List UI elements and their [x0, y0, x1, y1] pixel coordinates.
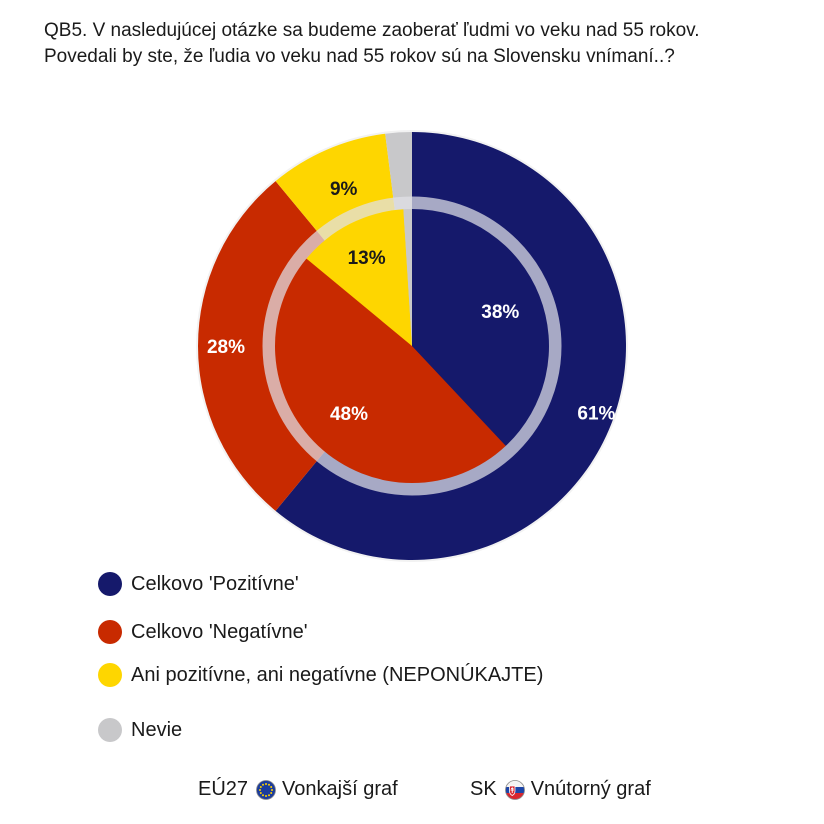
chart-footer: EÚ27 Vonkajší graf SK Vnútorný graf [0, 778, 824, 812]
legend-label-dont-know: Nevie [131, 718, 183, 741]
legend-label-positive: Celkovo 'Pozitívne' [131, 572, 299, 595]
outer-label-neutral: 9% [330, 179, 358, 200]
eu-star [271, 788, 274, 791]
inner-slice-neutral [306, 209, 412, 346]
outer-label-positive: 61% [577, 403, 615, 424]
inner-slice-positive [412, 209, 549, 446]
inner-ring-border [262, 196, 562, 496]
eu-star [262, 793, 265, 796]
inner-slice-negative [274, 258, 506, 484]
legend-item-negative: Celkovo 'Negatívne' [98, 620, 308, 644]
eu-star [265, 794, 268, 797]
eu-star [265, 782, 268, 785]
eu-flag-icon [256, 779, 276, 800]
legend-item-positive: Celkovo 'Pozitívne' [98, 572, 299, 596]
eu-star [259, 791, 262, 794]
footer-outer-key: EÚ27 Vonkajší graf [198, 778, 398, 801]
eu-star [270, 791, 273, 794]
eu-star [262, 783, 265, 786]
title-line-1: QB5. V nasledujúcej otázke sa budeme zao… [44, 20, 700, 41]
footer-inner-code: SK [470, 778, 497, 800]
inner-label-neutral: 13% [348, 248, 386, 269]
outer-label-negative: 28% [207, 337, 245, 358]
sk-flag-icon [504, 779, 525, 800]
title-line-2: Povedali by ste, že ľudia vo veku nad 55… [44, 46, 675, 67]
eu-star [268, 793, 271, 796]
footer-inner-label: Vnútorný graf [530, 778, 651, 800]
footer-inner-key: SK Vnútorný graf [470, 778, 651, 801]
legend-item-dont-know: Nevie [98, 718, 182, 742]
chart-title: QB5. V nasledujúcej otázke sa budeme zao… [44, 18, 804, 70]
inner-label-positive: 38% [481, 302, 519, 323]
legend-swatch-neutral [98, 663, 122, 687]
eu-star [270, 785, 273, 788]
legend-swatch-dont-know [98, 718, 122, 742]
eu-star [259, 788, 262, 791]
eu-star [259, 785, 262, 788]
eu-star [268, 783, 271, 786]
legend-item-neutral: Ani pozitívne, ani negatívne (NEPONÚKAJT… [98, 663, 543, 687]
footer-outer-label: Vonkajší graf [282, 778, 398, 800]
legend-label-negative: Celkovo 'Negatívne' [131, 620, 308, 643]
inner-label-negative: 48% [330, 404, 368, 425]
inner-slice-dont-know [403, 209, 412, 346]
legend-label-neutral: Ani pozitívne, ani negatívne (NEPONÚKAJT… [131, 663, 544, 686]
legend-swatch-negative [98, 620, 122, 644]
legend-swatch-positive [98, 572, 122, 596]
footer-outer-code: EÚ27 [198, 778, 249, 800]
